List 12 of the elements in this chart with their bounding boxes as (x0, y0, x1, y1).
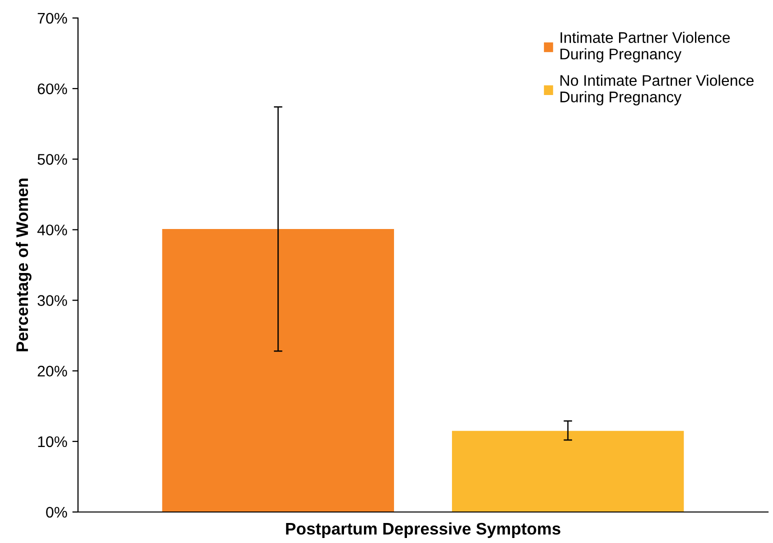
y-tick-label: 20% (38, 366, 68, 377)
y-tick-label: 30% (38, 295, 68, 306)
y-tick-label: 50% (38, 154, 68, 165)
y-tick-label: 60% (38, 83, 68, 94)
y-tick-label: 40% (37, 224, 68, 236)
y-axis-title: Percentage of Women (16, 178, 32, 352)
y-tick-label: 70% (38, 12, 68, 24)
legend-label: Intimate Partner Violence During Pregnancy (560, 32, 730, 62)
legend-label: No Intimate Partner Violence During Pregnancy (560, 74, 754, 106)
y-tick-label: 10% (38, 436, 68, 448)
y-tick-label: 0% (46, 506, 68, 518)
x-axis-title: Postpartum Depressive Symptoms (286, 522, 560, 538)
